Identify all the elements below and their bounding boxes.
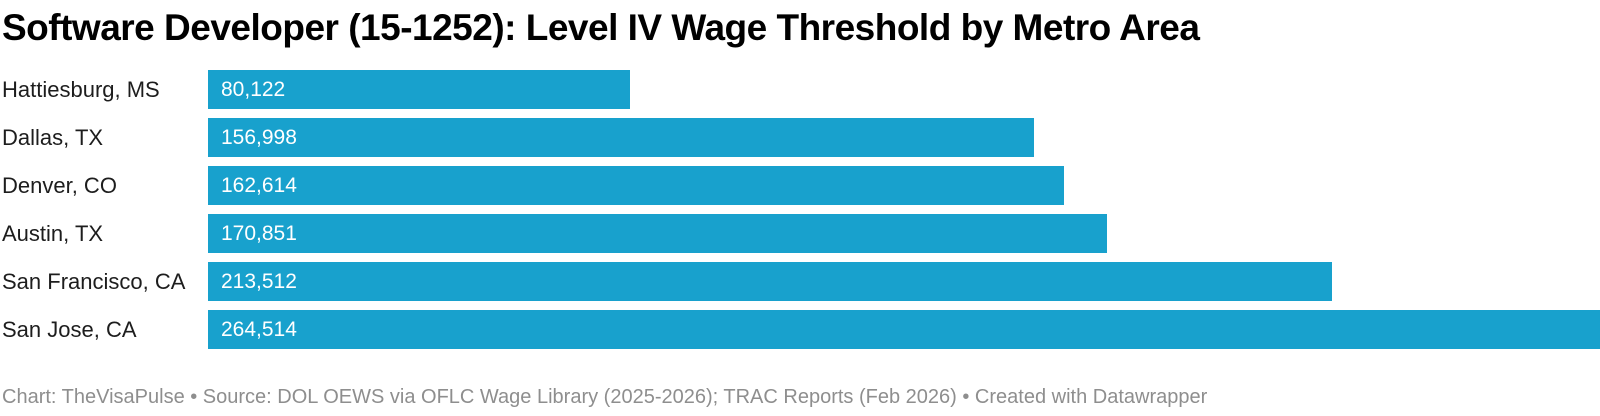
chart-footer-attribution: Chart: TheVisaPulse • Source: DOL OEWS v… [2,386,1208,408]
bar: 156,998 [208,118,1035,157]
bar: 213,512 [208,262,1332,301]
value-label: 170,851 [221,221,297,245]
bar: 162,614 [208,166,1064,205]
bar-track: 213,512 [208,262,1600,301]
value-label: 162,614 [221,173,297,197]
value-label: 264,514 [221,317,297,341]
value-label: 213,512 [221,269,297,293]
category-label: San Jose, CA [2,316,137,342]
bar-chart: Hattiesburg, MS 80,122 Dallas, TX 156,998 De… [0,70,1600,349]
bar-row: San Jose, CA 264,514 [0,310,1600,349]
value-label: 156,998 [221,125,297,149]
bar: 170,851 [208,214,1108,253]
bar-row: Hattiesburg, MS 80,122 [0,70,1600,109]
bar: 80,122 [208,70,630,109]
bar-track: 162,614 [208,166,1600,205]
bar-row: Dallas, TX 156,998 [0,118,1600,157]
bar-track: 156,998 [208,118,1600,157]
category-label: Denver, CO [2,172,117,198]
bar-track: 80,122 [208,70,1600,109]
bar-chart-rows: Hattiesburg, MS 80,122 Dallas, TX 156,998 De… [0,70,1600,349]
category-label: San Francisco, CA [2,268,186,294]
category-label: Hattiesburg, MS [2,76,160,102]
category-label: Dallas, TX [2,124,104,150]
value-label: 80,122 [221,77,286,101]
category-label: Austin, TX [2,220,104,246]
bar-row: Denver, CO 162,614 [0,166,1600,205]
bar-row: Austin, TX 170,851 [0,214,1600,253]
bar: 264,514 [208,310,1600,349]
bar-row: San Francisco, CA 213,512 [0,262,1600,301]
bar-track: 170,851 [208,214,1600,253]
chart-title: Software Developer (15-1252): Level IV W… [2,7,1200,48]
bar-track: 264,514 [208,310,1600,349]
